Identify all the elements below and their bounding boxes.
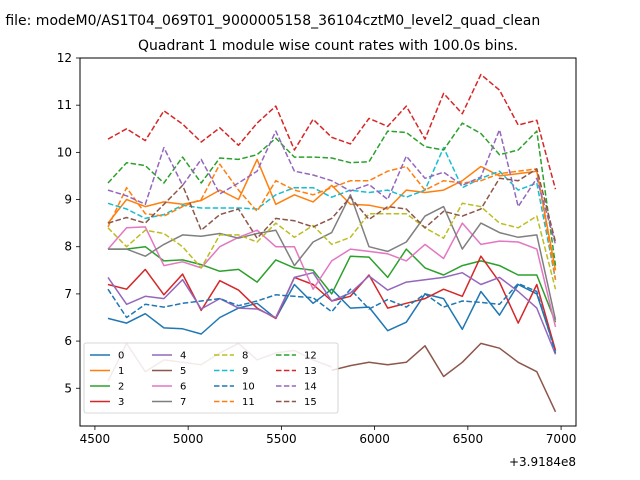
series-line-7 xyxy=(108,194,557,320)
series-line-8 xyxy=(107,202,557,290)
y-tick-label: 8 xyxy=(64,240,72,254)
legend-label-1: 1 xyxy=(118,366,124,377)
y-tick-label: 11 xyxy=(57,98,72,112)
chart-title: Quadrant 1 module wise count rates with … xyxy=(138,38,518,54)
series-line-9 xyxy=(107,146,557,280)
y-tick-label: 6 xyxy=(64,334,72,348)
series-line-3 xyxy=(107,255,557,351)
legend-label-15: 15 xyxy=(304,397,317,408)
legend-label-6: 6 xyxy=(180,382,186,393)
legend-label-4: 4 xyxy=(180,351,186,362)
legend-label-12: 12 xyxy=(304,351,317,362)
y-tick-label: 9 xyxy=(64,193,72,207)
x-tick-label: 6500 xyxy=(453,432,484,446)
series-line-11 xyxy=(107,163,557,280)
legend-label-9: 9 xyxy=(242,366,248,377)
legend-label-7: 7 xyxy=(180,397,186,408)
legend-label-2: 2 xyxy=(118,382,124,393)
figure-suptitle: n file: modeM0/AS1T04_069T01_9000005158_… xyxy=(0,13,540,29)
series-line-6 xyxy=(107,222,557,328)
legend-box xyxy=(83,342,339,414)
x-axis: 4500 5000 5500 6000 6500 7000 xyxy=(80,426,577,446)
legend-label-11: 11 xyxy=(242,397,255,408)
x-tick-label: 5500 xyxy=(266,432,297,446)
x-tick-label: 7000 xyxy=(546,432,577,446)
series-line-13 xyxy=(107,73,557,190)
series-line-15 xyxy=(107,168,557,243)
x-tick-label: 4500 xyxy=(80,432,111,446)
legend-label-13: 13 xyxy=(304,366,317,377)
x-tick-label: 6000 xyxy=(359,432,390,446)
legend-label-3: 3 xyxy=(118,397,124,408)
x-tick-label: 5000 xyxy=(173,432,204,446)
legend-label-0: 0 xyxy=(118,351,124,362)
legend-label-8: 8 xyxy=(242,351,248,362)
y-tick-label: 12 xyxy=(57,51,72,65)
y-tick-label: 7 xyxy=(64,287,72,301)
y-tick-label: 5 xyxy=(64,381,72,395)
series-line-14 xyxy=(107,128,557,245)
legend-label-14: 14 xyxy=(304,382,317,393)
legend-label-10: 10 xyxy=(242,382,255,393)
legend-label-5: 5 xyxy=(180,366,186,377)
series-line-2 xyxy=(108,245,557,323)
x-offset-label: +3.9184e8 xyxy=(509,455,576,469)
series-line-5 xyxy=(331,342,557,413)
series-line-4 xyxy=(107,271,557,355)
axes-frame xyxy=(79,57,577,427)
series-line-12 xyxy=(107,122,557,266)
y-tick-label: 10 xyxy=(57,145,72,159)
y-axis: 5 6 7 8 9 10 11 12 xyxy=(57,51,80,395)
series-line-0 xyxy=(107,283,557,351)
series-line-1 xyxy=(107,158,557,271)
